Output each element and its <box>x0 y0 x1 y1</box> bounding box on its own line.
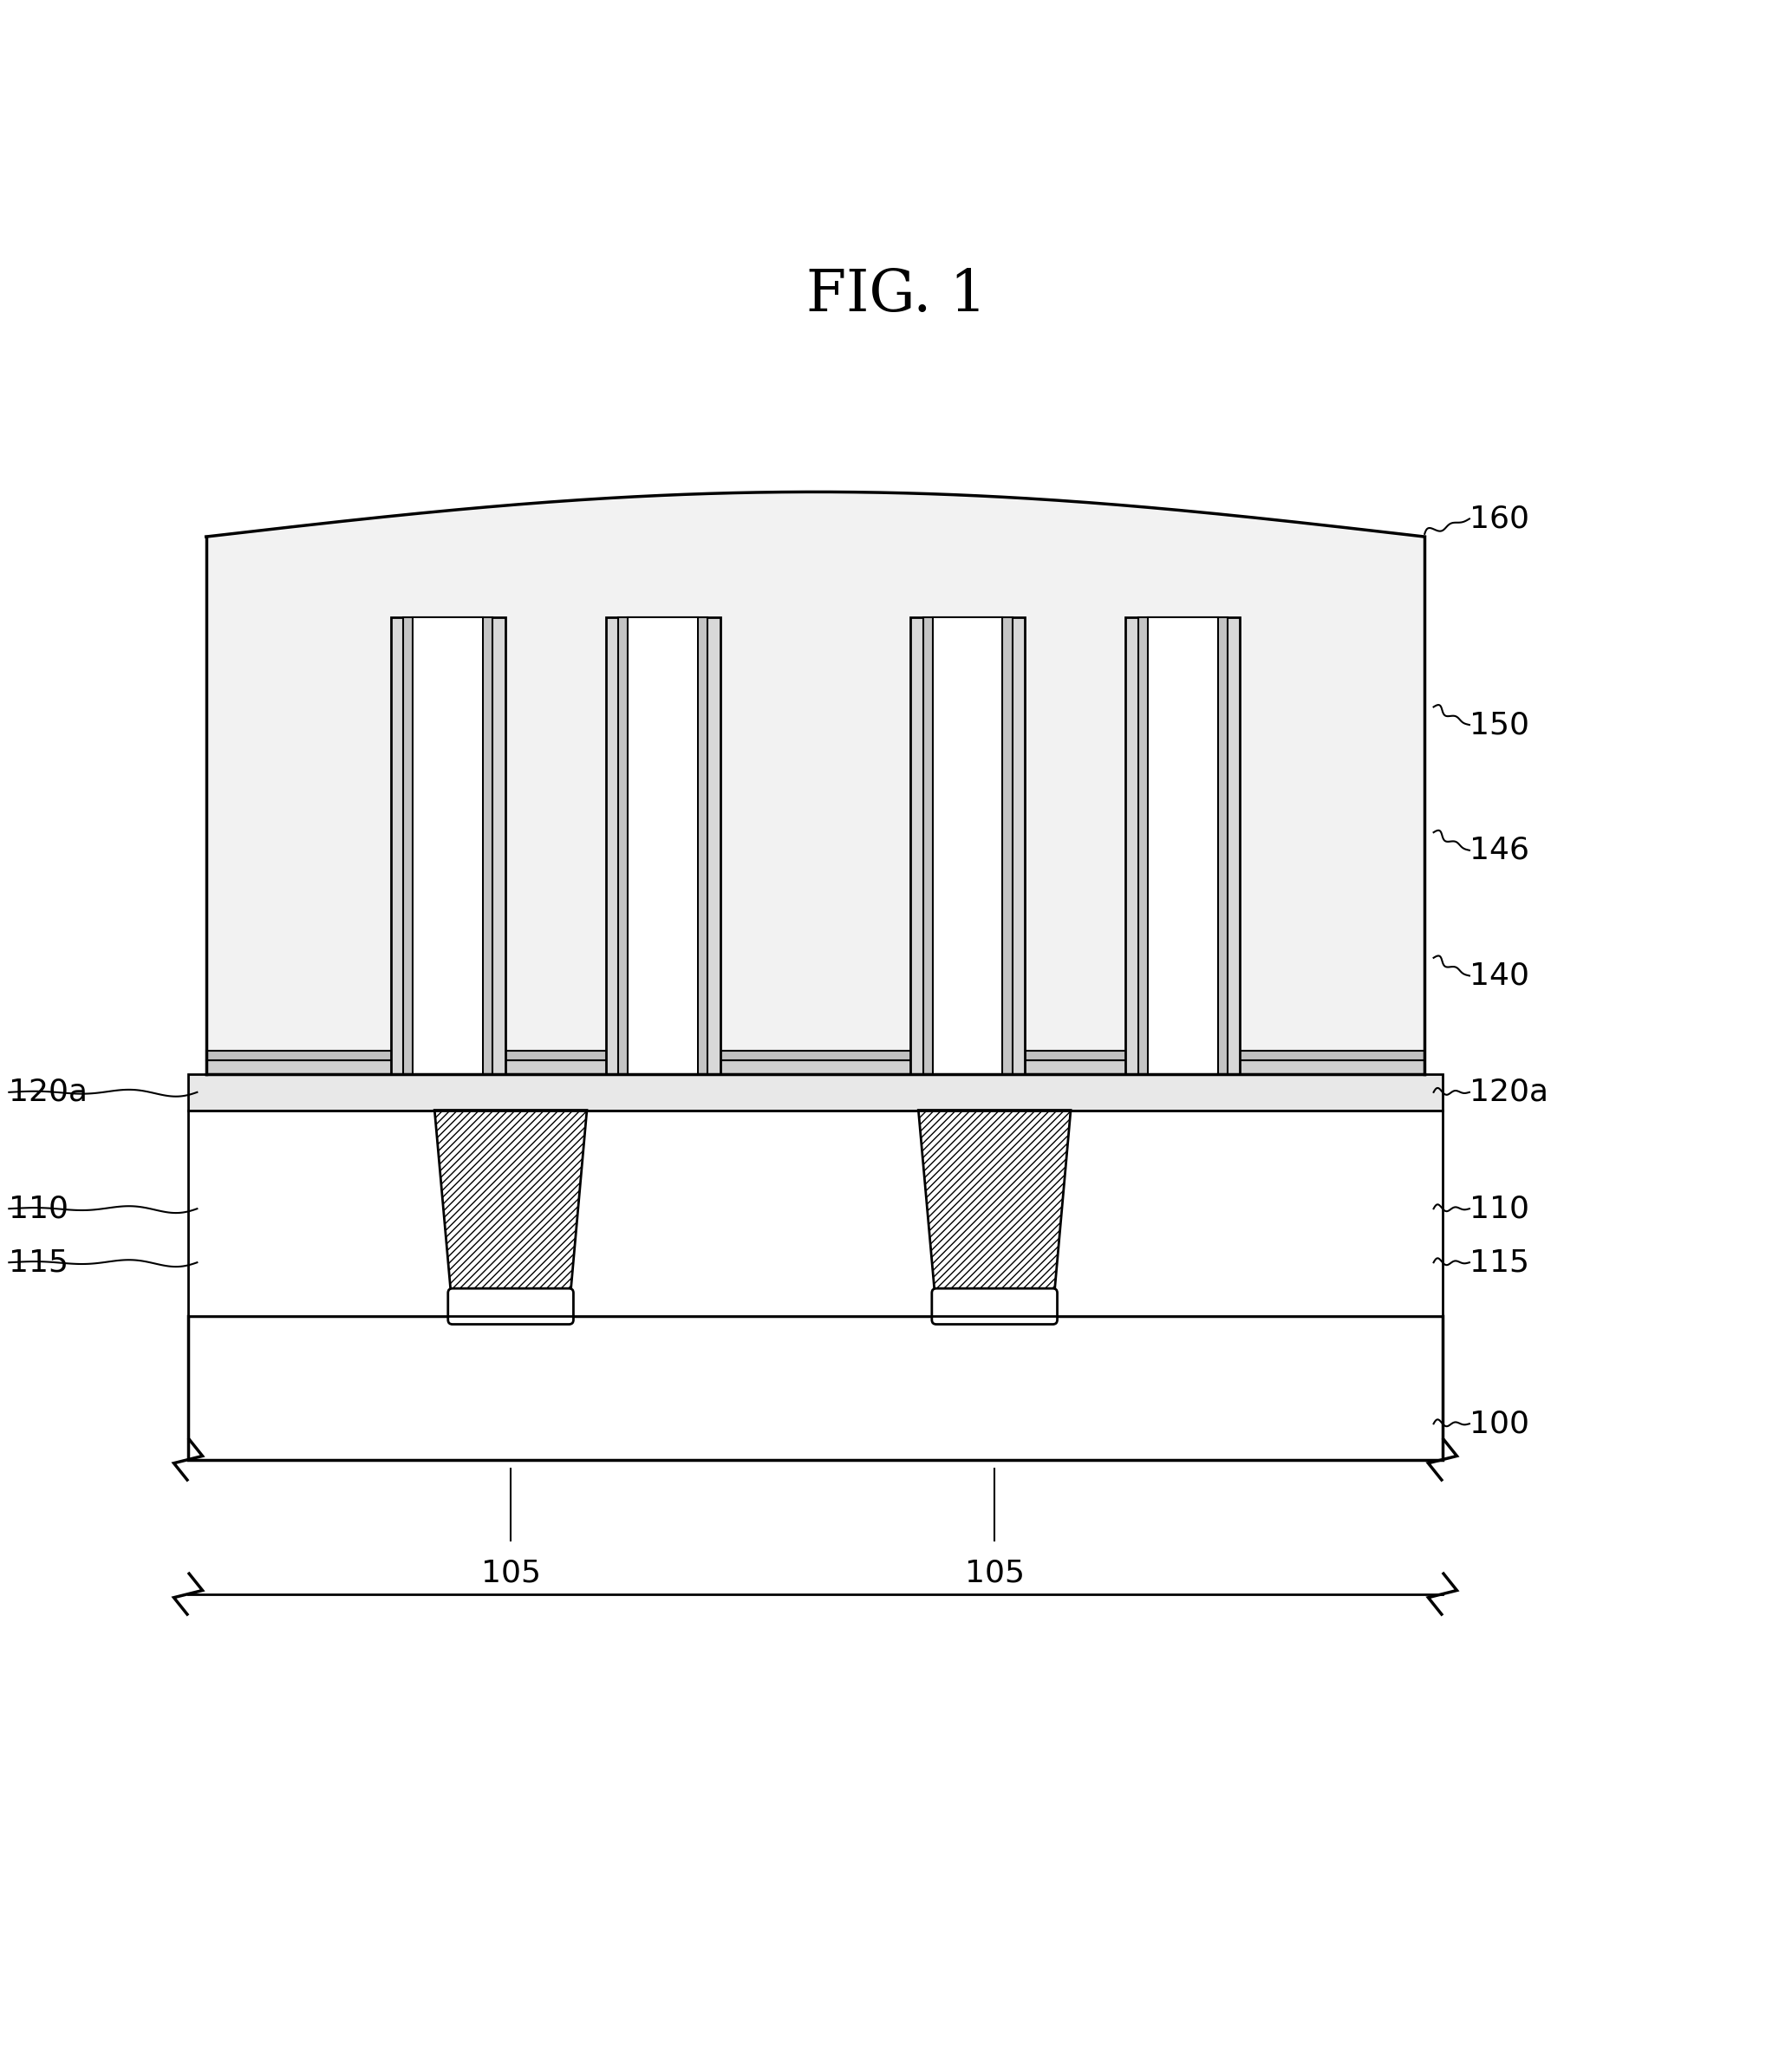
Bar <box>1149 618 1219 1075</box>
Text: 160: 160 <box>1469 504 1529 533</box>
Bar <box>606 618 720 1075</box>
Bar <box>188 1075 1443 1460</box>
Text: 105: 105 <box>480 1559 541 1587</box>
Bar <box>188 1110 1443 1316</box>
Bar <box>923 618 1012 1075</box>
FancyBboxPatch shape <box>932 1289 1057 1324</box>
Polygon shape <box>435 1110 588 1312</box>
Text: 120a: 120a <box>1469 1077 1548 1108</box>
Bar <box>188 1075 1443 1110</box>
Bar <box>932 618 1004 1075</box>
Polygon shape <box>206 492 1425 1075</box>
Text: 115: 115 <box>1469 1248 1529 1277</box>
Text: 100: 100 <box>1469 1408 1529 1439</box>
Bar <box>188 1316 1443 1460</box>
Bar <box>618 618 708 1075</box>
Bar <box>206 1060 1425 1075</box>
Bar <box>1125 618 1240 1075</box>
Bar <box>414 618 482 1073</box>
Text: 120a: 120a <box>9 1077 88 1108</box>
Bar <box>1149 618 1217 1073</box>
Bar <box>910 618 1025 1075</box>
Bar <box>1138 618 1228 1075</box>
Bar <box>403 618 493 1075</box>
Text: 105: 105 <box>964 1559 1025 1587</box>
Text: 110: 110 <box>1469 1194 1529 1223</box>
Bar <box>391 618 505 1075</box>
Text: FIG. 1: FIG. 1 <box>806 266 986 323</box>
Bar <box>206 1050 1425 1060</box>
Text: 110: 110 <box>9 1194 68 1223</box>
Bar <box>629 618 697 1075</box>
Polygon shape <box>919 1110 1072 1312</box>
Bar <box>934 618 1002 1073</box>
Text: 115: 115 <box>9 1248 68 1277</box>
FancyBboxPatch shape <box>448 1289 573 1324</box>
Bar <box>412 618 484 1075</box>
Bar <box>629 618 697 1073</box>
Text: 150: 150 <box>1469 710 1529 739</box>
Text: 140: 140 <box>1469 962 1529 990</box>
Text: 146: 146 <box>1469 836 1529 865</box>
